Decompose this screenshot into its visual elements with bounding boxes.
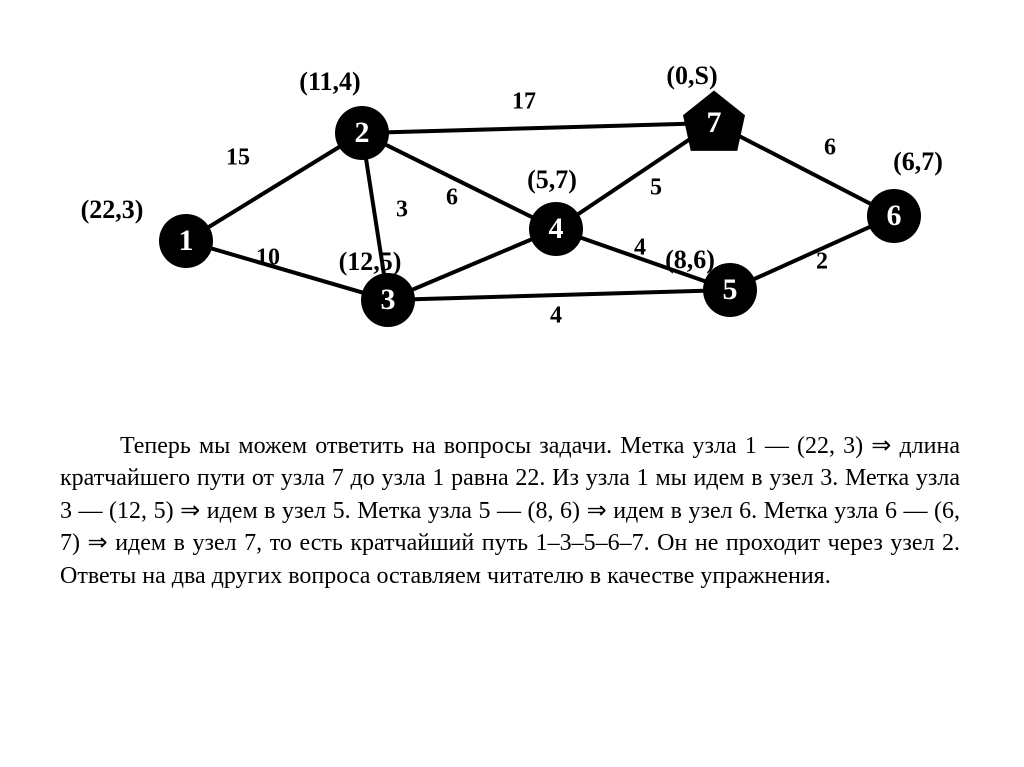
graph-diagram: 1234567(22,3)(11,4)(12,5)(5,7)(8,6)(6,7)… <box>0 0 1024 400</box>
page: 1234567(22,3)(11,4)(12,5)(5,7)(8,6)(6,7)… <box>0 0 1024 767</box>
graph-svg <box>0 0 1024 400</box>
explanation-paragraph: Теперь мы можем ответить на вопросы зада… <box>60 430 960 592</box>
explanation-text: Теперь мы можем ответить на вопросы зада… <box>60 430 960 592</box>
